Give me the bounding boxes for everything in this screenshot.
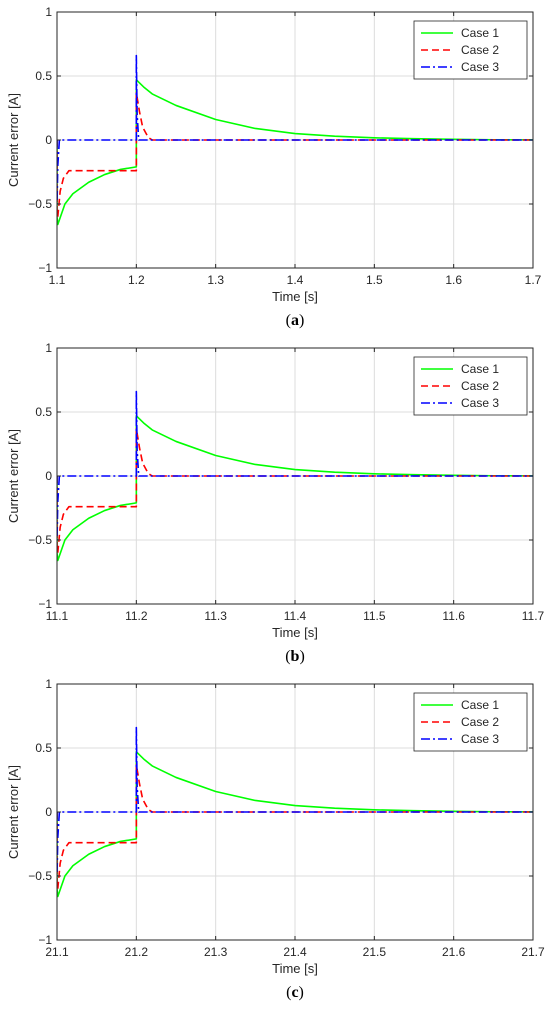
- y-axis-label: Current error [A]: [6, 93, 21, 187]
- series-line-case-1: [57, 751, 533, 898]
- x-tick-label: 1.4: [287, 273, 304, 287]
- y-tick-label: 1: [45, 5, 52, 19]
- tick-labels: 1.1 1.2 1.3 1.4 1.5 1.6 1.7 −1 −0.5 0 0.5 1: [28, 5, 541, 287]
- series-line-case-2: [57, 427, 533, 554]
- chart-panel-c: 21.1 21.2 21.3 21.4 21.5 21.6 21.7 −1 −0.5 0 0.5 1 T…: [6, 677, 545, 1001]
- legend-label-case-2: Case 2: [461, 379, 499, 393]
- panel-caption: (b): [285, 648, 305, 665]
- panel-caption-letter: b: [291, 648, 300, 665]
- legend: Case 1 Case 2 Case 3: [413, 692, 528, 752]
- x-tick-label: 11.1: [46, 609, 69, 623]
- tick-labels: 11.1 11.2 11.3 11.4 11.5 11.6 11.7 −1 −0.5 0 0.5 1: [28, 341, 544, 623]
- x-tick-label: 1.1: [49, 273, 66, 287]
- x-tick-label: 21.7: [521, 945, 545, 959]
- legend-box: [413, 692, 528, 752]
- y-tick-label: 0: [45, 133, 52, 147]
- x-tick-label: 21.6: [442, 945, 466, 959]
- chart-panel-a: 1.1 1.2 1.3 1.4 1.5 1.6 1.7 −1 −0.5 0 0.5 1 Time [s]…: [6, 5, 542, 329]
- legend-label-case-3: Case 3: [461, 60, 499, 74]
- x-axis-label: Time [s]: [272, 625, 318, 640]
- series-line-case-2: [57, 763, 533, 890]
- legend: Case 1 Case 2 Case 3: [413, 20, 528, 80]
- x-axis-label: Time [s]: [272, 289, 318, 304]
- x-tick-label: 21.2: [125, 945, 149, 959]
- y-tick-label: −0.5: [28, 869, 52, 883]
- legend-label-case-2: Case 2: [461, 43, 499, 57]
- y-tick-label: 0.5: [35, 405, 52, 419]
- x-tick-label: 11.7: [522, 609, 545, 623]
- x-tick-label: 11.6: [442, 609, 465, 623]
- legend: Case 1 Case 2 Case 3: [413, 356, 528, 416]
- series-line-case-2: [57, 91, 533, 218]
- legend-label-case-1: Case 1: [461, 362, 499, 376]
- series-line-case-1: [57, 79, 533, 226]
- panel-caption: (c): [286, 984, 304, 1001]
- series-line-case-1: [57, 415, 533, 562]
- x-tick-label: 1.3: [207, 273, 224, 287]
- panel-caption-letter: c: [291, 984, 298, 1001]
- y-tick-label: −1: [38, 933, 52, 947]
- x-tick-label: 11.4: [284, 609, 307, 623]
- x-tick-label: 1.7: [525, 273, 542, 287]
- legend-label-case-2: Case 2: [461, 715, 499, 729]
- x-tick-label: 11.5: [363, 609, 386, 623]
- x-tick-label: 21.1: [45, 945, 69, 959]
- x-tick-label: 1.5: [366, 273, 383, 287]
- tick-labels: 21.1 21.2 21.3 21.4 21.5 21.6 21.7 −1 −0.5 0 0.5 1: [28, 677, 545, 959]
- y-tick-label: 1: [45, 341, 52, 355]
- panel-caption-letter: a: [291, 312, 299, 329]
- y-axis-label: Current error [A]: [6, 429, 21, 523]
- x-tick-label: 21.3: [204, 945, 228, 959]
- x-tick-label: 11.2: [125, 609, 148, 623]
- y-tick-label: −1: [38, 261, 52, 275]
- y-tick-label: 0.5: [35, 69, 52, 83]
- legend-label-case-1: Case 1: [461, 698, 499, 712]
- chart-panel-b: 11.1 11.2 11.3 11.4 11.5 11.6 11.7 −1 −0.5 0 0.5 1 T…: [6, 341, 545, 665]
- x-axis-label: Time [s]: [272, 961, 318, 976]
- legend-label-case-3: Case 3: [461, 396, 499, 410]
- y-axis-label: Current error [A]: [6, 765, 21, 859]
- x-tick-label: 21.5: [363, 945, 387, 959]
- panel-caption: (a): [286, 312, 305, 329]
- y-tick-label: 0: [45, 469, 52, 483]
- y-tick-label: 0.5: [35, 741, 52, 755]
- y-tick-label: −0.5: [28, 533, 52, 547]
- x-tick-label: 21.4: [283, 945, 307, 959]
- legend-label-case-1: Case 1: [461, 26, 499, 40]
- y-tick-label: 0: [45, 805, 52, 819]
- x-tick-label: 1.6: [445, 273, 462, 287]
- legend-label-case-3: Case 3: [461, 732, 499, 746]
- y-tick-label: −0.5: [28, 197, 52, 211]
- y-tick-label: 1: [45, 677, 52, 691]
- y-tick-label: −1: [38, 597, 52, 611]
- x-tick-label: 1.2: [128, 273, 145, 287]
- x-tick-label: 11.3: [204, 609, 227, 623]
